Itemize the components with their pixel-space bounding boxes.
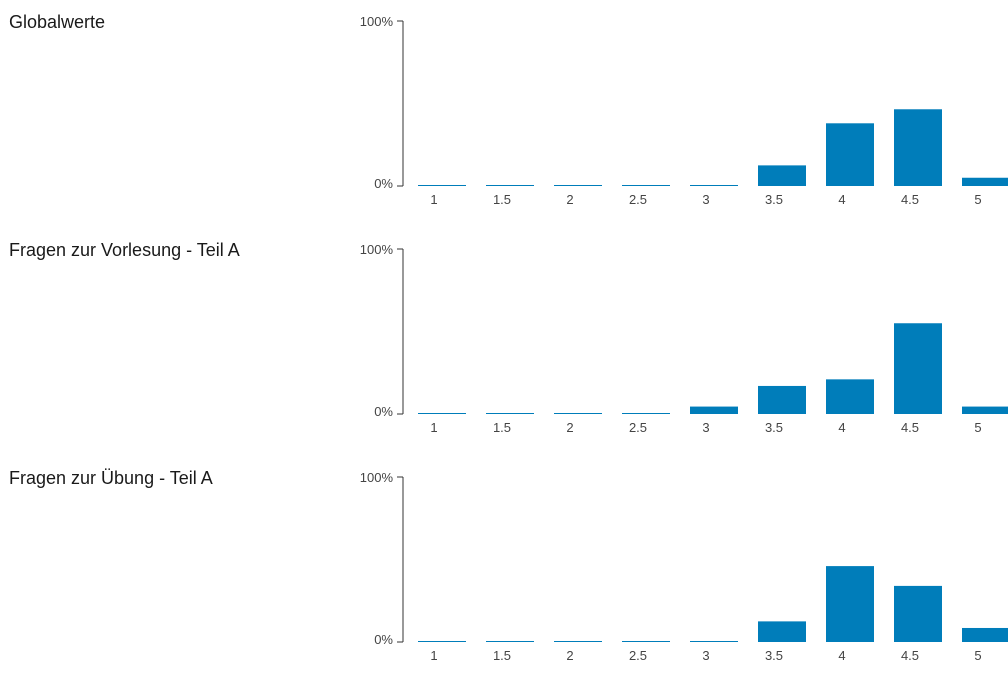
chart-svg: 100% 0% 1 1.5 2 2.5 3 3.5 4 4.5 5 [360,14,1008,207]
y-tick-label-max: 100% [360,470,394,485]
y-tick-label-min: 0% [374,176,393,191]
chart-title: Fragen zur Vorlesung - Teil A [9,240,240,260]
bar-4 [826,566,874,642]
x-tick-label: 5 [974,648,981,663]
bar-5 [962,406,1008,414]
bar-4 [826,123,874,186]
x-tick-label: 1 [430,648,437,663]
y-tick-label-min: 0% [374,404,393,419]
x-tick-label: 1.5 [493,420,511,435]
y-tick-label-max: 100% [360,242,394,257]
y-tick-label-max: 100% [360,14,394,29]
bar-1 [418,413,466,414]
bar-3 [690,406,738,414]
bar-2.5 [622,413,670,414]
chart-title: Fragen zur Übung - Teil A [9,468,213,488]
x-tick-label: 2.5 [629,648,647,663]
bar-2.5 [622,185,670,186]
x-tick-label: 2 [566,648,573,663]
y-tick-label-min: 0% [374,632,393,647]
x-tick-label: 1 [430,420,437,435]
bar-1.5 [486,641,534,642]
bar-3 [690,641,738,642]
chart-title: Globalwerte [9,12,106,32]
bar-5 [962,627,1008,642]
bar-2 [554,641,602,642]
x-tick-label: 3.5 [765,648,783,663]
x-tick-label: 5 [974,192,981,207]
x-tick-label: 2.5 [629,420,647,435]
x-tick-label: 1.5 [493,192,511,207]
x-tick-label: 4 [838,192,845,207]
x-tick-label: 3 [702,420,709,435]
bar-3.5 [758,165,806,186]
x-tick-label: 4.5 [901,420,919,435]
bar-1 [418,641,466,642]
bar-2 [554,185,602,186]
x-tick-label: 4 [838,420,845,435]
x-tick-label: 3 [702,648,709,663]
bar-1.5 [486,185,534,186]
x-tick-label: 3.5 [765,192,783,207]
chart-panel-vorlesung: Fragen zur Vorlesung - Teil A 100% 0% 1 1.5… [0,228,1008,456]
chart-panel-uebung: Fragen zur Übung - Teil A 100% 0% 1 1.5 2 2.5… [0,456,1008,684]
x-tick-label: 1.5 [493,648,511,663]
x-tick-label: 2 [566,192,573,207]
x-tick-label: 1 [430,192,437,207]
bar-4.5 [894,323,942,414]
bar-5 [962,177,1008,186]
bar-1.5 [486,413,534,414]
x-tick-label: 5 [974,420,981,435]
x-tick-label: 4.5 [901,648,919,663]
x-tick-label: 4 [838,648,845,663]
bar-4 [826,379,874,414]
x-tick-label: 4.5 [901,192,919,207]
bar-2.5 [622,641,670,642]
bar-3.5 [758,385,806,414]
chart-svg: 100% 0% 1 1.5 2 2.5 3 3.5 4 4.5 5 [360,242,1008,435]
bar-1 [418,185,466,186]
x-tick-label: 2.5 [629,192,647,207]
bar-4.5 [894,109,942,186]
bar-4.5 [894,585,942,642]
x-tick-label: 3.5 [765,420,783,435]
bar-2 [554,413,602,414]
chart-panel-globalwerte: Globalwerte 100% 0% 1 1.5 2 2.5 3 3.5 4 4.5 5 [0,0,1008,228]
bar-3 [690,185,738,186]
x-tick-label: 2 [566,420,573,435]
bar-3.5 [758,621,806,642]
x-tick-label: 3 [702,192,709,207]
chart-svg: 100% 0% 1 1.5 2 2.5 3 3.5 4 4.5 5 [360,470,1008,663]
